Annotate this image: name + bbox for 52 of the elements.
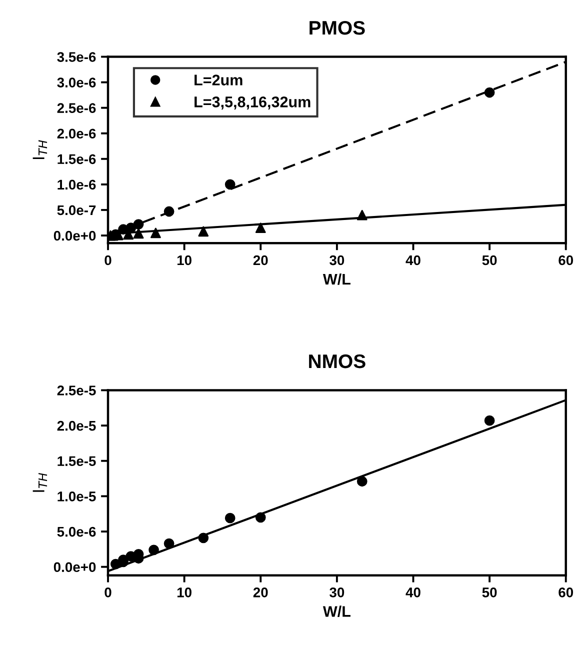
point [484,87,495,98]
point [150,228,161,238]
point [133,228,144,239]
x-tick-label: 40 [406,588,420,598]
point [198,532,209,544]
x-tick-label: 10 [177,255,192,266]
x-tick-label: 30 [330,255,344,266]
chart-title: PMOS [310,20,365,35]
point [255,512,266,523]
y-axis-title: I$_{TH}$ [32,472,48,492]
x-tick-label: 60 [558,255,574,266]
x-axis-title: W/L [322,273,350,285]
x-tick-label: 50 [482,255,497,266]
point [255,222,266,234]
point [164,206,174,217]
point [224,512,236,524]
x-tick-label: 20 [253,588,268,598]
y-tick-label: 2.5e-5 [57,386,96,396]
x-tick-label: 0 [104,255,112,266]
y-tick-label: 1.5e-5 [58,456,96,466]
x-tick-label: 50 [482,588,497,598]
y-tick-label: 3.5e-6 [57,52,96,62]
x-tick-label: 0 [104,588,112,598]
legend-label: L=3,5,8,16,32um [194,96,310,110]
point [484,415,495,426]
legend-label: L=2um [194,74,242,86]
y-tick-label: 5.0e-6 [57,526,96,537]
y-tick-label: 2.0e-5 [57,420,96,431]
y-tick-label: 3.0e-6 [57,78,96,88]
y-tick-label: 1.0e-5 [58,492,96,502]
x-tick-label: 20 [253,255,268,266]
y-tick-label: 2.5e-6 [57,103,96,113]
point [356,210,368,220]
y-tick-label: 1.0e-6 [58,180,96,190]
x-tick-label: 30 [330,588,344,598]
y-tick-label: 5.0e-7 [57,205,96,216]
point [148,544,159,556]
point [356,476,368,487]
y-tick-label: 1.5e-6 [58,154,96,164]
point [164,538,174,549]
x-tick-label: 60 [558,588,574,598]
y-axis-title: I$_{TH}$ [32,140,48,160]
x-tick-label: 10 [177,588,192,598]
x-axis-title: W/L [322,606,350,618]
chart-title: NMOS [309,354,366,368]
point [198,226,209,237]
x-tick-label: 40 [406,255,420,266]
y-tick-label: 2.0e-6 [57,128,96,139]
y-tick-label: 0.0e+0 [54,230,96,241]
point [224,179,236,190]
y-tick-label: 0.0e+0 [54,562,96,572]
point [133,219,144,230]
